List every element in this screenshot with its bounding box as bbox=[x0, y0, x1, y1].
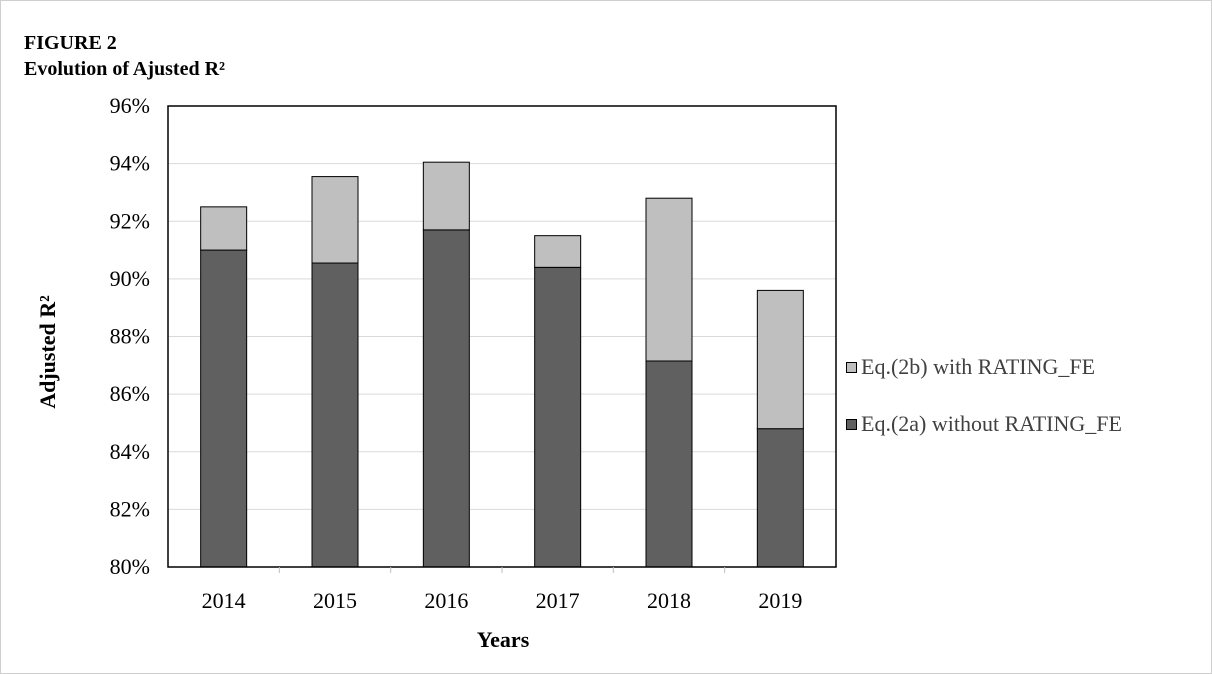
legend-swatch-eq2a bbox=[846, 418, 857, 430]
bar-eq2a-2017 bbox=[534, 266, 582, 568]
y-tick-label: 88% bbox=[110, 324, 150, 349]
bar-eq2b-2016 bbox=[422, 161, 470, 231]
y-tick-label: 86% bbox=[110, 381, 150, 406]
x-tick-label: 2016 bbox=[424, 588, 468, 613]
x-axis-title: Years bbox=[477, 627, 530, 652]
bar-eq2a-2018 bbox=[645, 360, 693, 568]
y-tick-label: 80% bbox=[110, 554, 150, 579]
y-tick-label: 94% bbox=[110, 151, 150, 176]
bars bbox=[200, 161, 804, 568]
y-axis-title: Adjusted R² bbox=[35, 295, 60, 409]
axes bbox=[167, 105, 837, 573]
legend-item-eq2a: Eq.(2a) without RATING_FE bbox=[846, 410, 1122, 438]
x-tick-label: 2019 bbox=[758, 588, 802, 613]
bar-eq2a-2016 bbox=[422, 229, 470, 568]
bar-eq2b-2018 bbox=[645, 197, 693, 362]
y-tick-label: 96% bbox=[110, 93, 150, 118]
x-tick-label: 2014 bbox=[202, 588, 246, 613]
figure-title-block: FIGURE 2 Evolution of Ajusted R² bbox=[24, 30, 225, 82]
bar-eq2a-2014 bbox=[200, 249, 248, 568]
x-tick-label: 2015 bbox=[313, 588, 357, 613]
figure-label: FIGURE 2 bbox=[24, 32, 117, 54]
y-tick-label: 82% bbox=[110, 496, 150, 521]
x-tick-label: 2018 bbox=[647, 588, 691, 613]
y-tick-label: 92% bbox=[110, 208, 150, 233]
y-tick-label: 90% bbox=[110, 266, 150, 291]
legend-item-eq2b: Eq.(2b) with RATING_FE bbox=[846, 353, 1122, 381]
figure-caption: Evolution of Ajusted R² bbox=[24, 58, 226, 80]
bar-eq2b-2019 bbox=[756, 289, 804, 430]
bar-eq2b-2014 bbox=[200, 206, 248, 251]
x-tick-label: 2017 bbox=[536, 588, 580, 613]
bar-eq2b-2015 bbox=[311, 176, 359, 264]
bar-eq2a-2019 bbox=[756, 428, 804, 568]
x-tick-labels: 2014 2015 2016 2017 2018 2019 bbox=[202, 588, 803, 613]
y-tick-labels: 80% 82% 84% 86% 88% 90% 92% 94% 96% bbox=[110, 93, 150, 579]
y-tick-label: 84% bbox=[110, 439, 150, 464]
legend: Eq.(2b) with RATING_FE Eq.(2a) without R… bbox=[846, 353, 1122, 467]
bar-eq2b-2017 bbox=[534, 235, 582, 268]
gridlines bbox=[168, 163, 836, 510]
legend-label-eq2b: Eq.(2b) with RATING_FE bbox=[861, 354, 1096, 379]
bar-eq2a-2015 bbox=[311, 262, 359, 568]
legend-label-eq2a: Eq.(2a) without RATING_FE bbox=[861, 411, 1122, 436]
legend-swatch-eq2b bbox=[846, 361, 857, 373]
